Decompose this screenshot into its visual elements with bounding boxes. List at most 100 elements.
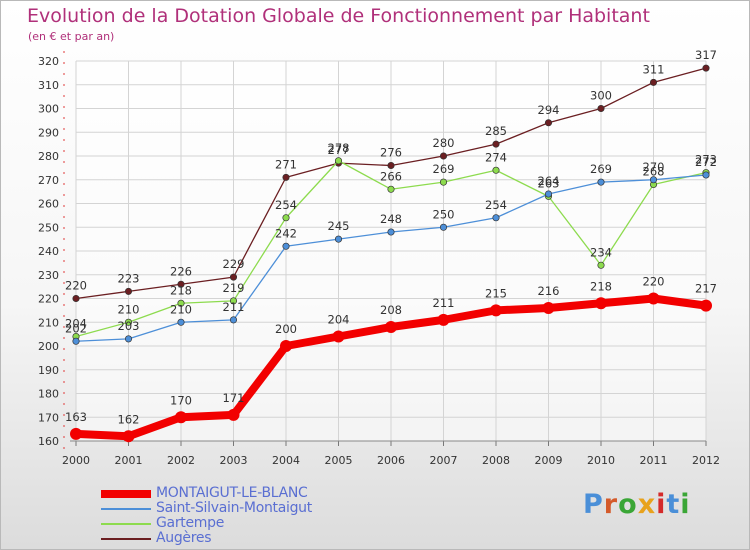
x-tick-label: 2002 <box>167 454 195 467</box>
x-tick-label: 2009 <box>535 454 563 467</box>
data-point-0 <box>439 152 448 160</box>
data-point-3 <box>647 292 660 305</box>
legend-swatch-2 <box>101 523 151 525</box>
data-label: 200 <box>275 322 297 336</box>
x-tick-label: 2011 <box>640 454 668 467</box>
data-point-3 <box>227 408 240 421</box>
data-label: 264 <box>538 174 560 188</box>
data-point-2 <box>544 190 553 198</box>
data-point-1 <box>439 178 448 186</box>
axes: 1601701801902002102202302402502602702802… <box>38 51 720 467</box>
data-label: 254 <box>485 198 507 212</box>
y-tick-label: 200 <box>38 340 59 353</box>
y-tick-label: 260 <box>38 198 59 211</box>
x-tick-label: 2003 <box>220 454 248 467</box>
data-point-1 <box>282 214 290 222</box>
data-label: 269 <box>590 162 612 176</box>
data-point-0 <box>649 78 658 86</box>
y-tick-label: 190 <box>38 364 59 377</box>
data-point-0 <box>597 104 605 113</box>
chart-subtitle: (en € et par an) <box>28 30 115 43</box>
data-label: 300 <box>590 89 612 103</box>
data-label: 204 <box>65 317 87 331</box>
data-point-3 <box>700 299 712 312</box>
data-point-3 <box>332 330 345 343</box>
data-label: 220 <box>643 275 665 289</box>
data-label: 311 <box>643 62 665 76</box>
data-label: 285 <box>485 124 507 138</box>
data-label: 210 <box>170 302 192 316</box>
proxiti-logo: Proxiti <box>583 489 691 520</box>
data-point-2 <box>282 242 290 250</box>
data-point-3 <box>385 321 397 333</box>
data-point-2 <box>387 228 395 236</box>
data-label: 211 <box>433 296 455 310</box>
data-label: 217 <box>695 282 717 296</box>
x-tick-label: 2010 <box>587 454 615 467</box>
data-label: 248 <box>380 212 402 226</box>
data-label: 162 <box>118 412 140 426</box>
grid <box>75 60 707 442</box>
data-label: 216 <box>538 284 560 298</box>
data-label: 271 <box>275 157 297 171</box>
data-point-3 <box>490 304 502 317</box>
data-point-1 <box>387 185 395 193</box>
data-label: 280 <box>433 136 455 150</box>
data-label: 272 <box>695 155 717 169</box>
x-tick-label: 2004 <box>272 454 300 467</box>
data-label: 274 <box>485 150 507 164</box>
x-tick-label: 2001 <box>115 454 143 467</box>
data-label: 202 <box>65 321 87 335</box>
y-tick-label: 240 <box>38 245 59 258</box>
data-label: 204 <box>328 313 350 327</box>
logo-letter: x <box>637 489 657 520</box>
legend-label: MONTAIGUT-LE-BLANC <box>156 485 308 501</box>
data-labels: 220 223 226 229 271 277 276 280 285 294 300 311 317 2… <box>65 48 717 426</box>
y-tick-label: 180 <box>38 388 59 401</box>
data-label: 210 <box>118 302 140 316</box>
data-point-3 <box>280 340 292 352</box>
data-label: 273 <box>695 153 717 167</box>
y-tick-label: 250 <box>38 221 59 234</box>
data-point-0 <box>72 294 80 303</box>
logo-letter: i <box>680 489 691 520</box>
data-point-3 <box>595 297 607 310</box>
y-tick-label: 320 <box>38 55 59 68</box>
data-point-0 <box>124 287 133 295</box>
logo-letter: r <box>603 489 619 520</box>
legend-label: Augères <box>156 530 212 546</box>
x-tick-label: 2005 <box>325 454 353 467</box>
data-point-3 <box>542 302 555 314</box>
data-point-0 <box>387 161 395 170</box>
data-label: 268 <box>643 165 665 179</box>
data-label: 266 <box>380 169 402 183</box>
data-label: 208 <box>380 303 402 317</box>
data-point-2 <box>597 178 605 186</box>
data-point-0 <box>282 173 290 181</box>
data-point-0 <box>492 140 500 148</box>
data-point-2 <box>334 235 343 243</box>
data-label: 218 <box>590 279 612 293</box>
y-tick-label: 210 <box>38 316 59 329</box>
y-tick-label: 280 <box>38 150 59 163</box>
data-label: 250 <box>433 207 455 221</box>
data-point-0 <box>544 119 553 127</box>
series-layer <box>70 64 712 443</box>
data-point-3 <box>122 430 135 443</box>
legend-swatch-1 <box>101 508 151 510</box>
data-label: 269 <box>433 162 455 176</box>
data-label: 276 <box>380 146 402 160</box>
data-point-3 <box>437 313 450 326</box>
data-label: 170 <box>170 393 192 407</box>
y-tick-label: 170 <box>38 411 59 424</box>
legend-swatch-3 <box>101 538 151 540</box>
legend-swatch-0 <box>101 490 151 498</box>
data-label: 220 <box>65 279 87 293</box>
data-label: 254 <box>275 198 297 212</box>
logo-letter: t <box>666 489 681 520</box>
data-point-2 <box>229 316 238 324</box>
data-point-1 <box>597 261 605 269</box>
logo-letter: o <box>618 489 638 520</box>
data-label: 277 <box>328 143 350 157</box>
